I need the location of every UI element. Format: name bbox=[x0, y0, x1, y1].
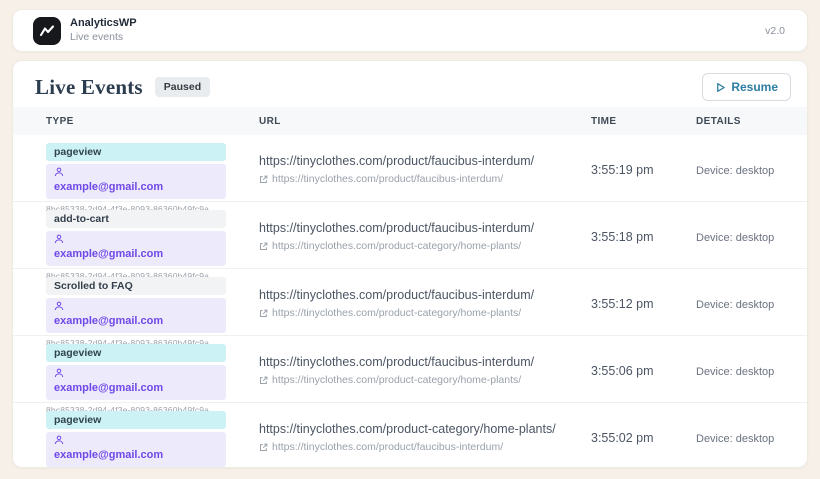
play-icon bbox=[715, 82, 726, 93]
event-type-badge: pageview bbox=[46, 344, 226, 362]
table-header: TYPE URL TIME DETAILS bbox=[13, 107, 807, 135]
page-title: Live Events bbox=[35, 74, 143, 99]
column-header-type: TYPE bbox=[46, 115, 74, 127]
user-email: example@gmail.com bbox=[54, 248, 164, 260]
visitor-uuid: 8bc85338-2d94-4f3e-8093-86360b49fc9a bbox=[46, 204, 210, 214]
resume-button-label: Resume bbox=[731, 80, 778, 94]
user-email: example@gmail.com bbox=[54, 382, 164, 394]
referrer-url: https://tinyclothes.com/product/faucibus… bbox=[272, 441, 504, 454]
event-details: Device: desktop bbox=[696, 232, 775, 244]
user-box[interactable]: example@gmail.com bbox=[46, 231, 226, 266]
table-row: add-to-cart example@gmail.com 8bc85338-2… bbox=[13, 202, 807, 281]
event-url: https://tinyclothes.com/product/faucibus… bbox=[259, 355, 535, 369]
user-box[interactable]: example@gmail.com bbox=[46, 432, 226, 467]
external-link-icon bbox=[259, 175, 268, 184]
user-box[interactable]: example@gmail.com bbox=[46, 298, 226, 333]
external-link-icon bbox=[259, 376, 268, 385]
user-box[interactable]: example@gmail.com bbox=[46, 365, 226, 400]
event-details: Device: desktop bbox=[696, 433, 775, 445]
event-time: 3:55:06 pm bbox=[591, 364, 654, 378]
user-email: example@gmail.com bbox=[54, 181, 164, 193]
person-icon bbox=[54, 167, 218, 177]
event-details: Device: desktop bbox=[696, 165, 775, 177]
event-url: https://tinyclothes.com/product/faucibus… bbox=[259, 221, 535, 235]
user-email: example@gmail.com bbox=[54, 315, 164, 327]
referrer-url: https://tinyclothes.com/product-category… bbox=[272, 374, 522, 387]
referrer-link[interactable]: https://tinyclothes.com/product-category… bbox=[259, 307, 567, 319]
person-icon bbox=[54, 234, 218, 244]
person-icon bbox=[54, 368, 218, 378]
event-details: Device: desktop bbox=[696, 366, 775, 378]
visitor-uuid: 8bc85338-2d94-4f3e-8093-86360b49fc9a bbox=[46, 405, 210, 415]
table-row: pageview example@gmail.com 8bc85338-2d94… bbox=[13, 135, 807, 214]
table-row: pageview example@gmail.com 8bc85338-2d94… bbox=[13, 336, 807, 415]
app-name: AnalyticsWP bbox=[70, 17, 137, 30]
event-time: 3:55:18 pm bbox=[591, 230, 654, 244]
app-subtitle: Live events bbox=[70, 30, 124, 43]
external-link-icon bbox=[259, 443, 268, 452]
visitor-uuid: 8bc85338-2d94-4f3e-8093-86360b49fc9a bbox=[46, 271, 210, 281]
event-details: Device: desktop bbox=[696, 299, 775, 311]
referrer-url: https://tinyclothes.com/product-category… bbox=[272, 307, 522, 320]
user-box[interactable]: example@gmail.com bbox=[46, 164, 226, 199]
external-link-icon bbox=[259, 309, 268, 318]
column-header-url: URL bbox=[259, 115, 281, 127]
event-url: https://tinyclothes.com/product/faucibus… bbox=[259, 154, 535, 168]
column-header-details: DETAILS bbox=[696, 115, 741, 127]
table-row: Scrolled to FAQ example@gmail.com 8bc853… bbox=[13, 269, 807, 348]
events-list: pageview example@gmail.com 8bc85338-2d94… bbox=[13, 135, 807, 467]
event-type-badge: pageview bbox=[46, 143, 226, 161]
resume-button[interactable]: Resume bbox=[702, 73, 791, 101]
referrer-url: https://tinyclothes.com/product-category… bbox=[272, 240, 522, 253]
event-time: 3:55:19 pm bbox=[591, 163, 654, 177]
user-email: example@gmail.com bbox=[54, 449, 164, 461]
referrer-link[interactable]: https://tinyclothes.com/product-category… bbox=[259, 374, 567, 386]
referrer-link[interactable]: https://tinyclothes.com/product-category… bbox=[259, 240, 567, 252]
event-type-badge: pageview bbox=[46, 411, 226, 429]
referrer-url: https://tinyclothes.com/product/faucibus… bbox=[272, 173, 504, 186]
visitor-uuid: 8bc85338-2d94-4f3e-8093-86360b49fc9a bbox=[46, 338, 210, 348]
app-header: AnalyticsWP Live events v2.0 bbox=[12, 9, 808, 52]
event-url: https://tinyclothes.com/product-category… bbox=[259, 422, 556, 436]
external-link-icon bbox=[259, 242, 268, 251]
version-label: v2.0 bbox=[765, 24, 785, 37]
event-url: https://tinyclothes.com/product/faucibus… bbox=[259, 288, 535, 302]
table-row: pageview example@gmail.com 8bc85338-2d94… bbox=[13, 403, 807, 467]
referrer-link[interactable]: https://tinyclothes.com/product/faucibus… bbox=[259, 441, 567, 453]
event-type-badge: add-to-cart bbox=[46, 210, 226, 228]
column-header-time: TIME bbox=[591, 115, 617, 127]
status-badge: Paused bbox=[154, 77, 211, 97]
person-icon bbox=[54, 435, 218, 445]
event-time: 3:55:02 pm bbox=[591, 431, 654, 445]
referrer-link[interactable]: https://tinyclothes.com/product/faucibus… bbox=[259, 173, 567, 185]
person-icon bbox=[54, 301, 218, 311]
analyticswp-logo-icon bbox=[33, 16, 61, 45]
event-time: 3:55:12 pm bbox=[591, 297, 654, 311]
event-type-badge: Scrolled to FAQ bbox=[46, 277, 226, 295]
live-events-panel: Live Events Paused Resume TYPE URL TIME … bbox=[12, 60, 808, 468]
